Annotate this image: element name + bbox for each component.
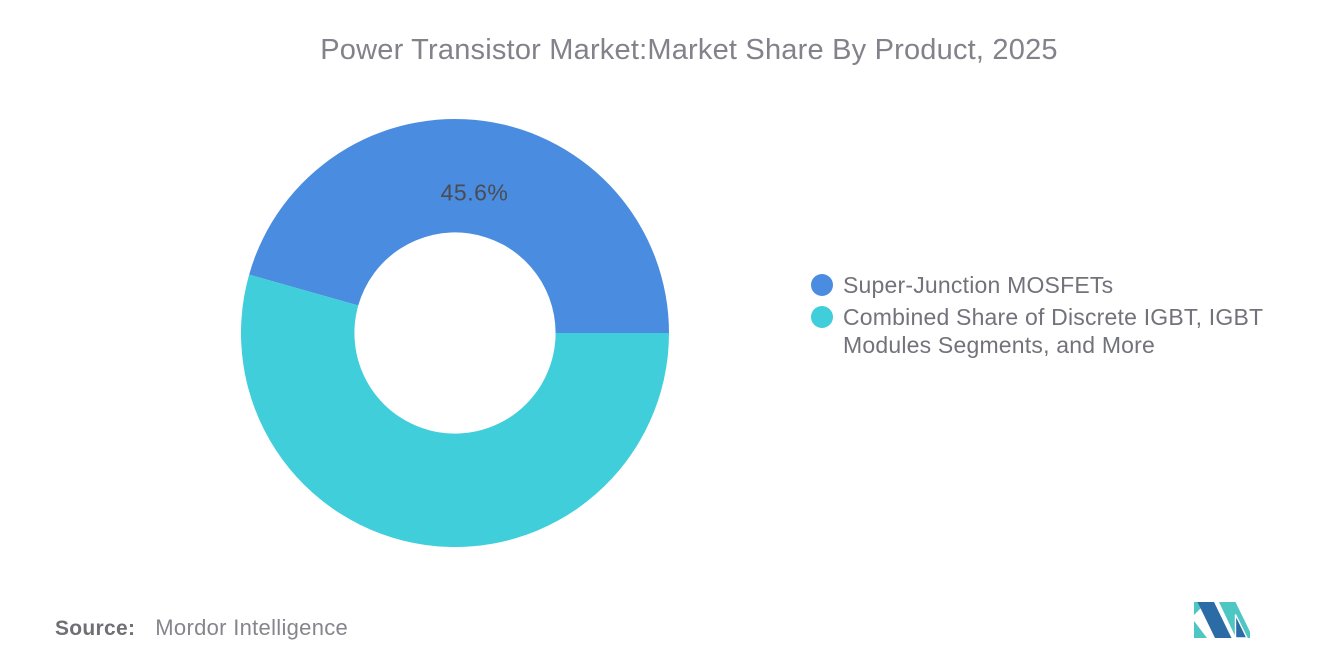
- source-attribution: Source: Mordor Intelligence: [55, 615, 348, 641]
- logo-blue-diagonal: [1197, 602, 1232, 638]
- pie-slice-0[interactable]: [249, 119, 669, 333]
- logo-teal-bottom-left: [1194, 621, 1207, 638]
- legend-label-line: Super-Junction MOSFETs: [843, 272, 1114, 298]
- slice-data-label: 45.6%: [440, 179, 509, 206]
- legend-label-line: Combined Share of Discrete IGBT, IGBT: [843, 304, 1264, 330]
- legend-label-line: Modules Segments, and More: [843, 332, 1156, 358]
- legend-item-combined-igbt[interactable]: Combined Share of Discrete IGBT, IGBT Mo…: [811, 303, 1263, 359]
- mordor-intelligence-logo: [1194, 602, 1250, 638]
- logo-blue-bottom-right: [1234, 614, 1248, 638]
- legend: Super-Junction MOSFETs Combined Share of…: [811, 271, 1263, 359]
- legend-label: Super-Junction MOSFETs: [843, 271, 1113, 299]
- source-name: Mordor Intelligence: [155, 615, 349, 640]
- legend-marker-icon: [811, 306, 833, 328]
- pie-slice-1[interactable]: [240, 274, 670, 547]
- source-prefix-label: Source:: [55, 617, 136, 640]
- legend-item-super-junction-mosfets[interactable]: Super-Junction MOSFETs: [811, 271, 1263, 299]
- chart-title: Power Transistor Market:Market Share By …: [320, 34, 1058, 66]
- legend-marker-icon: [811, 274, 833, 296]
- donut-chart: [240, 119, 670, 547]
- legend-label: Combined Share of Discrete IGBT, IGBT Mo…: [843, 303, 1263, 359]
